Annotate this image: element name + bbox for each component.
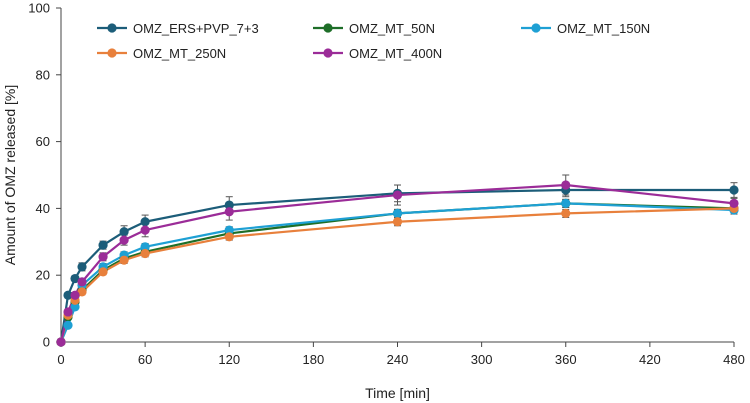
data-point-omz-ers-pvp-7-3 bbox=[98, 240, 108, 250]
legend-marker-omz-ers-pvp-7-3 bbox=[107, 23, 117, 33]
data-point-omz-mt-400n bbox=[140, 225, 150, 235]
y-axis-title: Amount of OMZ released [%] bbox=[2, 85, 18, 266]
y-tick-label: 100 bbox=[28, 1, 50, 16]
legend-marker-omz-mt-400n bbox=[323, 48, 333, 58]
x-tick-label: 60 bbox=[138, 352, 152, 367]
series-points bbox=[56, 180, 739, 347]
data-point-omz-mt-250n bbox=[561, 208, 571, 219]
x-tick-label: 180 bbox=[303, 352, 325, 367]
x-tick-label: 300 bbox=[471, 352, 493, 367]
data-point-omz-mt-250n bbox=[224, 232, 234, 242]
legend-marker-omz-mt-50n bbox=[323, 23, 333, 33]
y-tick-label: 20 bbox=[36, 268, 50, 283]
x-tick-label: 0 bbox=[57, 352, 64, 367]
y-tick-label: 60 bbox=[36, 134, 50, 149]
legend-label-omz-ers-pvp-7-3: OMZ_ERS+PVP_7+3 bbox=[133, 21, 259, 36]
x-tick-label: 360 bbox=[555, 352, 577, 367]
x-tick-label: 420 bbox=[639, 352, 661, 367]
data-point-omz-mt-250n bbox=[392, 217, 403, 227]
data-point-omz-ers-pvp-7-3 bbox=[140, 217, 150, 227]
data-point-omz-ers-pvp-7-3 bbox=[729, 185, 739, 195]
y-tick-label: 80 bbox=[36, 67, 50, 82]
data-point-omz-mt-400n bbox=[392, 190, 403, 200]
x-axis-title: Time [min] bbox=[365, 385, 430, 401]
data-point-omz-ers-pvp-7-3 bbox=[70, 273, 80, 284]
series-line-omz-mt-250n bbox=[59, 207, 735, 343]
axes: 0 20 40 60 80 100 0 60 120 180 240 300 360 420 480 bbox=[28, 1, 745, 368]
legend-label-omz-mt-250n: OMZ_MT_250N bbox=[133, 46, 226, 61]
data-point-omz-mt-150n bbox=[561, 198, 571, 208]
legend-label-omz-mt-50n: OMZ_MT_50N bbox=[349, 21, 435, 36]
data-point-omz-mt-150n bbox=[224, 225, 234, 235]
legend-label-omz-mt-400n: OMZ_MT_400N bbox=[349, 46, 442, 61]
data-point-omz-mt-150n bbox=[70, 302, 80, 312]
legend-marker-omz-mt-150n bbox=[531, 23, 541, 33]
series-line-omz-mt-400n bbox=[59, 183, 735, 343]
data-point-omz-ers-pvp-7-3 bbox=[77, 262, 87, 272]
data-point-omz-ers-pvp-7-3 bbox=[63, 290, 73, 300]
y-tick-label: 40 bbox=[36, 201, 50, 216]
data-point-omz-mt-150n bbox=[63, 320, 73, 330]
data-point-omz-mt-400n bbox=[56, 337, 66, 347]
data-point-omz-mt-400n bbox=[119, 235, 129, 245]
data-point-omz-mt-150n bbox=[392, 208, 403, 219]
data-point-omz-mt-400n bbox=[98, 252, 108, 262]
data-point-omz-mt-250n bbox=[140, 248, 150, 259]
data-point-omz-mt-400n bbox=[561, 180, 571, 190]
x-tick-label: 240 bbox=[387, 352, 409, 367]
x-tick-label: 120 bbox=[218, 352, 240, 367]
data-point-omz-mt-150n bbox=[140, 242, 150, 252]
series-lines bbox=[59, 183, 735, 343]
data-point-omz-mt-250n bbox=[119, 255, 129, 265]
legend-label-omz-mt-150n: OMZ_MT_150N bbox=[557, 21, 650, 36]
data-point-omz-mt-250n bbox=[77, 287, 87, 297]
data-point-omz-mt-400n bbox=[70, 290, 80, 300]
data-point-omz-mt-250n bbox=[98, 267, 108, 277]
data-point-omz-mt-400n bbox=[77, 277, 87, 287]
y-tick-label: 0 bbox=[43, 335, 50, 350]
data-point-omz-mt-400n bbox=[224, 207, 234, 217]
data-point-omz-ers-pvp-7-3 bbox=[119, 227, 129, 237]
data-point-omz-mt-400n bbox=[729, 198, 739, 208]
x-tick-label: 480 bbox=[723, 352, 745, 367]
legend: OMZ_ERS+PVP_7+3 OMZ_MT_50N OMZ_MT_150N OMZ_… bbox=[97, 21, 650, 61]
data-point-omz-mt-400n bbox=[63, 307, 73, 317]
legend-marker-omz-mt-250n bbox=[107, 48, 117, 58]
data-point-omz-ers-pvp-7-3 bbox=[224, 200, 234, 210]
